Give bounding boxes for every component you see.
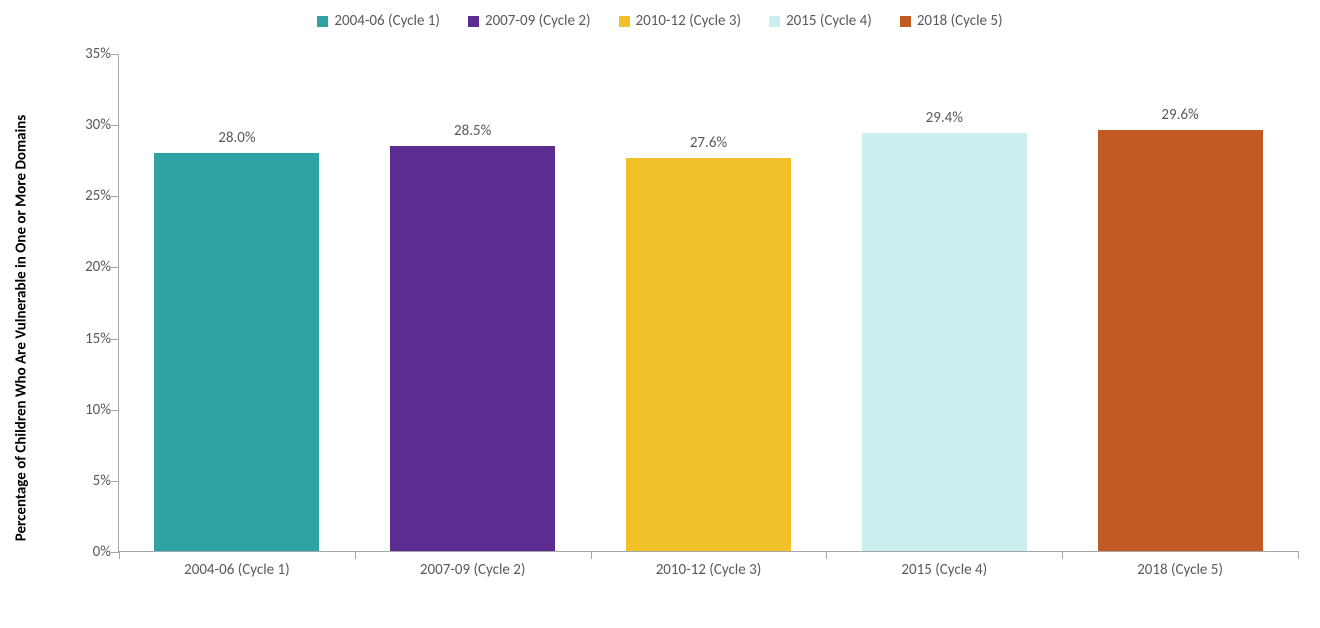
x-tick-mark xyxy=(355,551,356,559)
chart-container: 2004-06 (Cycle 1) 2007-09 (Cycle 2) 2010… xyxy=(0,0,1320,628)
y-tick-mark xyxy=(111,552,119,553)
legend: 2004-06 (Cycle 1) 2007-09 (Cycle 2) 2010… xyxy=(0,0,1320,38)
bar-value-label: 28.5% xyxy=(454,122,491,140)
legend-item: 2015 (Cycle 4) xyxy=(769,12,872,30)
bar-slot: 28.0%2004-06 (Cycle 1) xyxy=(119,54,355,551)
bar-slot: 29.6%2018 (Cycle 5) xyxy=(1062,54,1298,551)
y-tick-mark xyxy=(111,54,119,55)
y-tick-label: 35% xyxy=(71,45,111,63)
legend-item: 2004-06 (Cycle 1) xyxy=(317,12,440,30)
bar-slot: 28.5%2007-09 (Cycle 2) xyxy=(355,54,591,551)
y-tick-label: 20% xyxy=(71,258,111,276)
x-tick-mark xyxy=(591,551,592,559)
y-tick-label: 15% xyxy=(71,330,111,348)
y-tick-label: 30% xyxy=(71,116,111,134)
bar xyxy=(862,133,1027,551)
x-tick-mark xyxy=(119,551,120,559)
y-tick-label: 25% xyxy=(71,187,111,205)
bar xyxy=(626,158,791,551)
legend-item: 2010-12 (Cycle 3) xyxy=(619,12,742,30)
x-tick-label: 2015 (Cycle 4) xyxy=(901,561,987,579)
x-tick-label: 2007-09 (Cycle 2) xyxy=(420,561,526,579)
legend-label: 2015 (Cycle 4) xyxy=(786,12,872,30)
legend-label: 2018 (Cycle 5) xyxy=(917,12,1003,30)
x-tick-mark xyxy=(1298,551,1299,559)
legend-label: 2007-09 (Cycle 2) xyxy=(485,12,591,30)
legend-swatch-icon xyxy=(619,16,630,27)
bar xyxy=(1098,130,1263,551)
legend-swatch-icon xyxy=(900,16,911,27)
y-tick-label: 10% xyxy=(71,401,111,419)
legend-swatch-icon xyxy=(468,16,479,27)
y-tick-mark xyxy=(111,267,119,268)
bar xyxy=(390,146,555,552)
plot-area: 0%5%10%15%20%25%30%35% 28.0%2004-06 (Cyc… xyxy=(118,54,1298,552)
bar-value-label: 28.0% xyxy=(218,129,255,147)
bar-value-label: 29.4% xyxy=(926,109,963,127)
x-tick-label: 2018 (Cycle 5) xyxy=(1137,561,1223,579)
y-tick-mark xyxy=(111,339,119,340)
y-tick-mark xyxy=(111,410,119,411)
y-axis-label: Percentage of Children Who Are Vulnerabl… xyxy=(13,68,32,588)
bars-group: 28.0%2004-06 (Cycle 1)28.5%2007-09 (Cycl… xyxy=(119,54,1298,551)
bar-slot: 27.6%2010-12 (Cycle 3) xyxy=(591,54,827,551)
x-tick-label: 2004-06 (Cycle 1) xyxy=(184,561,290,579)
y-tick-mark xyxy=(111,125,119,126)
bar-value-label: 27.6% xyxy=(690,134,727,152)
y-tick-mark xyxy=(111,196,119,197)
x-tick-label: 2010-12 (Cycle 3) xyxy=(656,561,762,579)
y-tick-mark xyxy=(111,481,119,482)
plot-outer: Percentage of Children Who Are Vulnerabl… xyxy=(38,54,1308,602)
bar-slot: 29.4%2015 (Cycle 4) xyxy=(826,54,1062,551)
x-tick-mark xyxy=(826,551,827,559)
bar xyxy=(154,153,319,551)
y-tick-label: 0% xyxy=(71,543,111,561)
legend-item: 2007-09 (Cycle 2) xyxy=(468,12,591,30)
legend-label: 2010-12 (Cycle 3) xyxy=(636,12,742,30)
legend-item: 2018 (Cycle 5) xyxy=(900,12,1003,30)
y-tick-label: 5% xyxy=(71,472,111,490)
legend-label: 2004-06 (Cycle 1) xyxy=(334,12,440,30)
legend-swatch-icon xyxy=(317,16,328,27)
bar-value-label: 29.6% xyxy=(1161,106,1198,124)
x-tick-mark xyxy=(1062,551,1063,559)
legend-swatch-icon xyxy=(769,16,780,27)
